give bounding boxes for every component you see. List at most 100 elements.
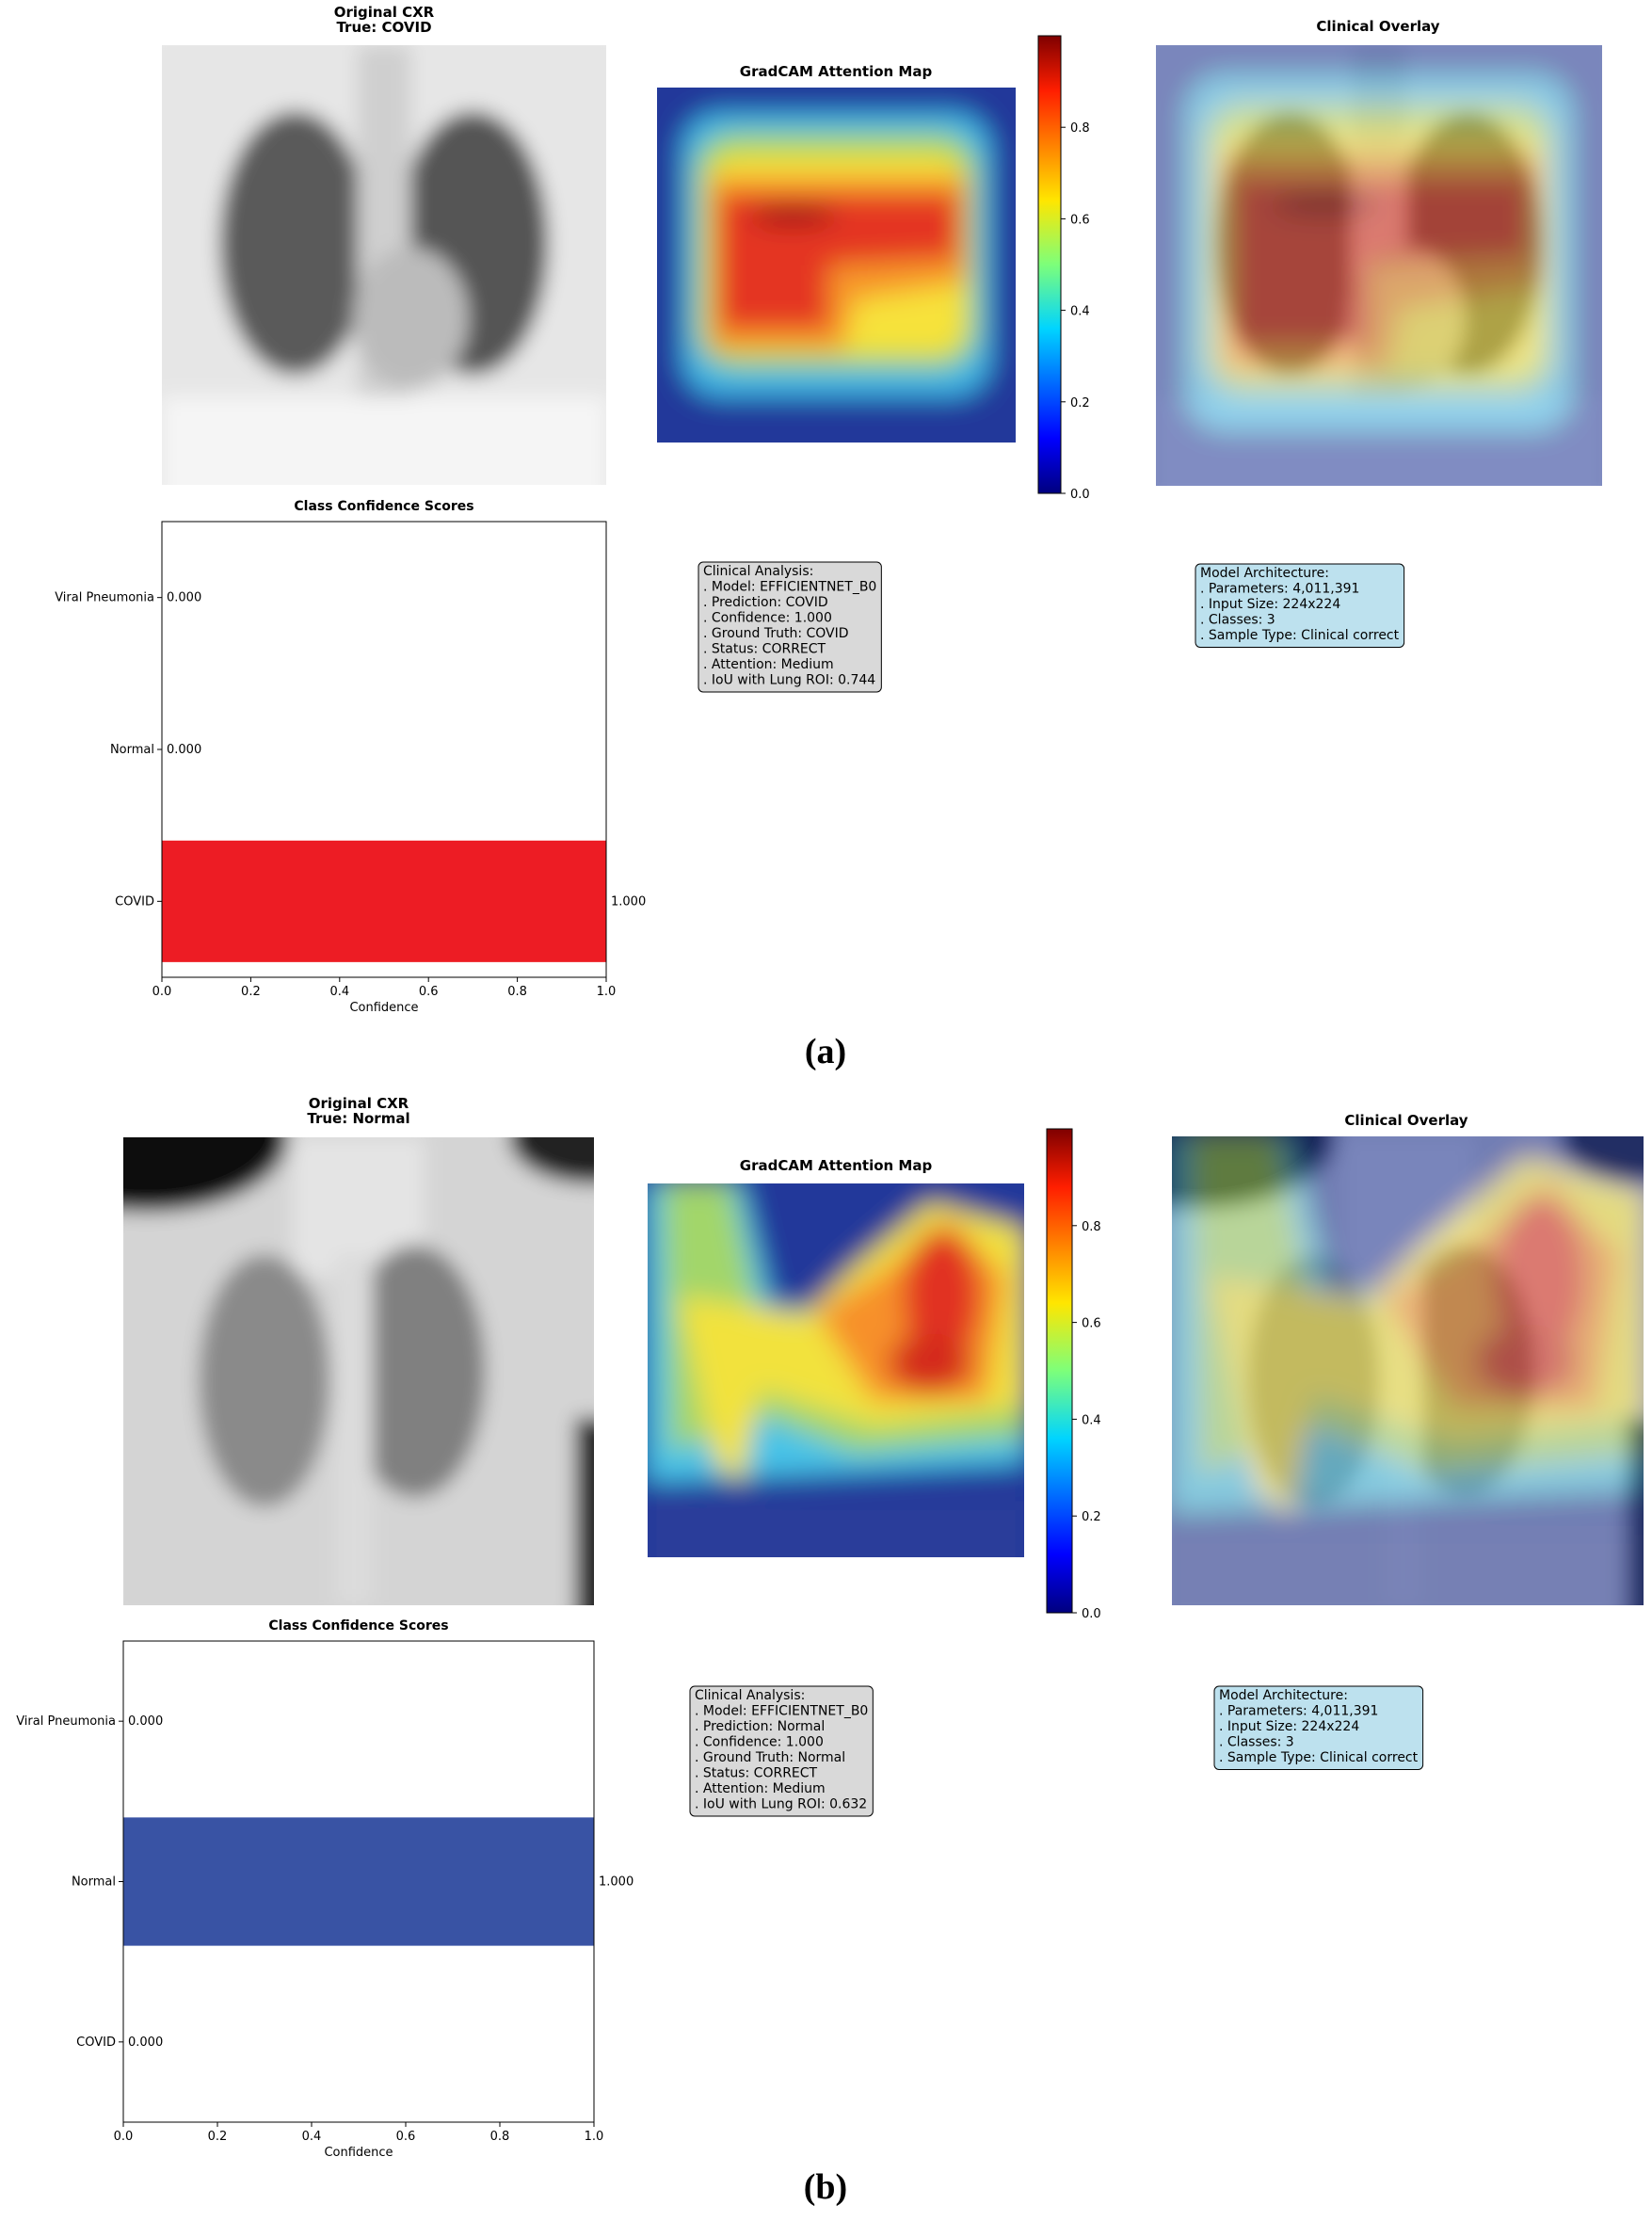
box-line: Clinical Analysis: bbox=[695, 1688, 805, 1703]
colorbar-tick-label: 0.4 bbox=[1070, 305, 1090, 319]
y-tick-label: Viral Pneumonia bbox=[16, 1714, 116, 1729]
value-label: 0.000 bbox=[128, 2036, 163, 2050]
y-tick-label: Normal bbox=[72, 1875, 116, 1890]
architecture-box: Model Architecture:. Parameters: 4,011,3… bbox=[1213, 1685, 1424, 1770]
x-tick-label: 0.8 bbox=[490, 2130, 510, 2144]
chart-title: Class Confidence Scores bbox=[268, 1618, 448, 1634]
x-tick-label: 0.2 bbox=[208, 2130, 228, 2144]
dark-edge bbox=[575, 1418, 594, 1605]
box-line: . Model: EFFICIENTNET_B0 bbox=[703, 580, 876, 595]
y-tick-label: COVID bbox=[76, 2036, 116, 2050]
lung bbox=[219, 111, 371, 376]
colorbar-tick-label: 0.4 bbox=[1082, 1413, 1101, 1427]
gradcam-map bbox=[657, 88, 1016, 443]
colorbar bbox=[1037, 35, 1062, 494]
heat-peak bbox=[750, 206, 837, 225]
y-tick-label: COVID bbox=[115, 894, 154, 909]
plot-frame bbox=[161, 521, 607, 978]
lung bbox=[345, 1245, 486, 1498]
chart-title: Class Confidence Scores bbox=[294, 499, 473, 514]
box-line: . Attention: Medium bbox=[695, 1781, 826, 1796]
box-line: . Confidence: 1.000 bbox=[703, 611, 832, 626]
overlay-title: Clinical Overlay bbox=[1344, 1112, 1468, 1129]
x-tick-label: 1.0 bbox=[597, 985, 617, 999]
colorbar-tick-label: 0.0 bbox=[1082, 1607, 1101, 1621]
box-line: . IoU with Lung ROI: 0.744 bbox=[703, 673, 875, 688]
x-tick-label: 0.4 bbox=[302, 2130, 322, 2144]
heat-peak bbox=[1473, 1324, 1578, 1399]
xray-shapes bbox=[162, 45, 606, 485]
value-label: 1.000 bbox=[599, 1875, 634, 1890]
box-line: . Model: EFFICIENTNET_B0 bbox=[695, 1704, 868, 1719]
text-box bbox=[689, 1685, 874, 1817]
x-tick-label: 0.4 bbox=[329, 985, 349, 999]
text-box bbox=[1195, 563, 1405, 648]
overlay-image bbox=[1172, 1136, 1644, 1605]
gradcam-map bbox=[648, 1183, 1024, 1557]
bar bbox=[162, 840, 606, 962]
heat-peak bbox=[889, 1332, 971, 1393]
heat-shapes bbox=[1156, 45, 1602, 486]
box-line: . Parameters: 4,011,391 bbox=[1219, 1704, 1378, 1719]
text-box bbox=[698, 561, 882, 693]
original-image bbox=[123, 1137, 594, 1605]
value-label: 0.000 bbox=[128, 1714, 163, 1729]
colorbar-tick-label: 0.0 bbox=[1070, 488, 1090, 502]
box-line: . Prediction: COVID bbox=[703, 595, 828, 610]
overlay-title: Clinical Overlay bbox=[1316, 18, 1439, 35]
heat-region bbox=[1231, 177, 1532, 346]
caption: (a) bbox=[805, 1032, 846, 1071]
heatmap-title: GradCAM Attention Map bbox=[740, 63, 933, 80]
original-image bbox=[162, 45, 606, 485]
box-line: . Status: CORRECT bbox=[703, 642, 826, 657]
heat-peak bbox=[904, 1228, 979, 1363]
x-axis-label: Confidence bbox=[324, 2146, 393, 2160]
bar bbox=[123, 1817, 594, 1946]
y-tick-label: Normal bbox=[110, 743, 154, 757]
analysis-box: Clinical Analysis:. Model: EFFICIENTNET_… bbox=[689, 1685, 874, 1817]
colorbar-tick-label: 0.6 bbox=[1070, 213, 1090, 227]
heart bbox=[352, 247, 469, 389]
image-subtitle: True: COVID bbox=[336, 19, 431, 36]
box-line: . Ground Truth: Normal bbox=[695, 1750, 845, 1765]
box-line: . Input Size: 224x224 bbox=[1219, 1719, 1359, 1734]
heat-peak bbox=[1272, 192, 1379, 216]
box-line: . Confidence: 1.000 bbox=[695, 1735, 824, 1750]
architecture-box: Model Architecture:. Parameters: 4,011,3… bbox=[1195, 563, 1405, 648]
colorbar-tick-label: 0.2 bbox=[1082, 1510, 1101, 1524]
colorbar bbox=[1046, 1128, 1073, 1614]
image-title: Original CXR bbox=[334, 4, 435, 21]
box-line: . Input Size: 224x224 bbox=[1200, 597, 1340, 612]
heatmap-title: GradCAM Attention Map bbox=[740, 1157, 933, 1174]
x-tick-label: 0.0 bbox=[114, 2130, 134, 2144]
colorbar-tick-label: 0.6 bbox=[1082, 1317, 1101, 1331]
image-title: Original CXR bbox=[309, 1095, 409, 1112]
xray-shapes bbox=[123, 1137, 594, 1605]
heat-region bbox=[648, 1501, 1024, 1557]
plot-frame bbox=[122, 1640, 595, 2123]
heat-shapes bbox=[657, 88, 1016, 443]
dark-corner bbox=[509, 1137, 594, 1184]
box-line: . Sample Type: Clinical correct bbox=[1219, 1750, 1419, 1765]
box-line: . Prediction: Normal bbox=[695, 1719, 825, 1734]
box-line: . Ground Truth: COVID bbox=[703, 626, 849, 641]
spine bbox=[335, 1254, 373, 1605]
box-line: . Sample Type: Clinical correct bbox=[1200, 628, 1400, 643]
box-line: . Parameters: 4,011,391 bbox=[1200, 582, 1359, 597]
y-tick-label: Viral Pneumonia bbox=[55, 591, 154, 605]
box-line: Model Architecture: bbox=[1219, 1688, 1348, 1703]
box-line: . Classes: 3 bbox=[1219, 1735, 1294, 1750]
value-label: 0.000 bbox=[167, 591, 201, 605]
x-tick-label: 0.6 bbox=[419, 985, 439, 999]
heat-region bbox=[717, 194, 959, 330]
image-subtitle: True: Normal bbox=[307, 1110, 409, 1127]
heat-peak bbox=[1492, 1192, 1587, 1362]
x-tick-label: 1.0 bbox=[585, 2130, 604, 2144]
dark-corner bbox=[123, 1137, 288, 1213]
x-tick-label: 0.2 bbox=[241, 985, 261, 999]
overlay-image bbox=[1156, 45, 1602, 486]
colorbar-tick-label: 0.8 bbox=[1070, 121, 1090, 136]
x-tick-label: 0.6 bbox=[396, 2130, 416, 2144]
analysis-box: Clinical Analysis:. Model: EFFICIENTNET_… bbox=[698, 561, 882, 693]
